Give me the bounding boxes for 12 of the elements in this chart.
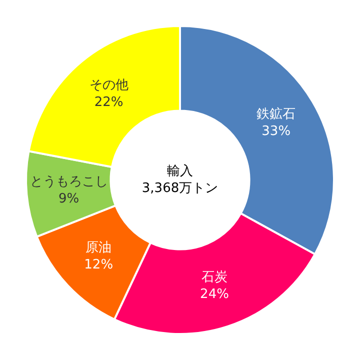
data-label: 12% xyxy=(84,257,114,272)
slice-label: とうもろこし xyxy=(30,174,108,190)
slice-label: 石炭 xyxy=(202,270,228,286)
text: 3,368万トン xyxy=(142,180,218,196)
slice-label: 原油 xyxy=(86,240,112,256)
data-label: 22% xyxy=(94,94,124,110)
data-label: 33% xyxy=(262,124,291,140)
slice-label: 鉄鉱石 xyxy=(256,107,296,122)
data-label: 24% xyxy=(200,287,229,302)
text: 輸入 xyxy=(167,164,193,179)
slice-label: その他 xyxy=(89,78,128,93)
data-label: 9% xyxy=(58,191,80,206)
